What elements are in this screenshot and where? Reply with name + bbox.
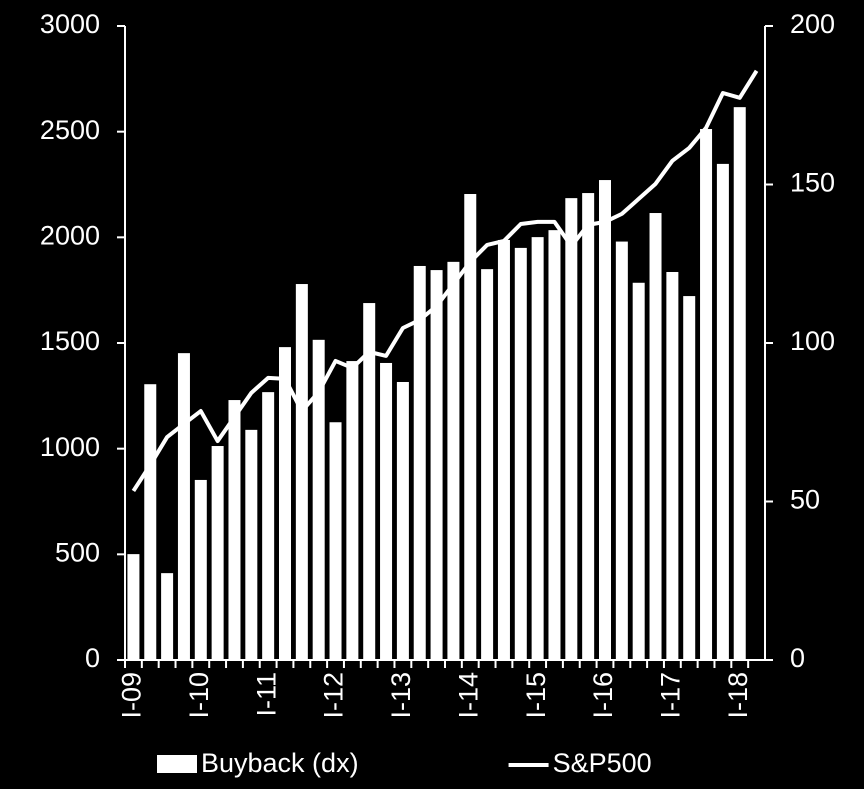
bar xyxy=(161,573,174,660)
bar xyxy=(599,180,611,660)
bar xyxy=(413,265,426,660)
bar xyxy=(177,353,190,660)
bar xyxy=(194,479,207,660)
legend-label: Buyback (dx) xyxy=(201,748,359,778)
bar xyxy=(632,282,645,660)
y-tick-label: 500 xyxy=(55,537,100,567)
y-tick-label: 3000 xyxy=(40,9,100,39)
bar xyxy=(430,270,443,660)
bar xyxy=(211,446,224,660)
bar xyxy=(565,198,578,661)
bar xyxy=(733,107,746,661)
x-tick-label: I-14 xyxy=(453,672,483,719)
bar xyxy=(683,296,696,660)
y2-tick-label: 150 xyxy=(790,168,835,198)
y2-tick-label: 50 xyxy=(790,485,820,515)
bar xyxy=(312,339,325,660)
x-tick-label: I-16 xyxy=(588,672,618,719)
bar xyxy=(346,361,359,660)
bar xyxy=(582,193,595,660)
bar xyxy=(649,213,662,660)
bar xyxy=(279,347,291,660)
bar xyxy=(531,237,544,660)
y-tick-label: 1500 xyxy=(40,326,100,356)
bar xyxy=(329,422,342,660)
x-tick-label: I-18 xyxy=(723,672,753,719)
bar xyxy=(295,284,308,660)
y-tick-label: 1000 xyxy=(40,432,100,462)
y2-tick-label: 200 xyxy=(790,9,835,39)
y2-tick-label: 100 xyxy=(790,326,835,356)
legend-label: S&P500 xyxy=(553,748,652,778)
bar xyxy=(716,163,729,660)
bar xyxy=(228,400,241,660)
x-tick-label: I-11 xyxy=(251,672,281,717)
bar xyxy=(144,384,157,660)
bar xyxy=(497,239,510,660)
bar xyxy=(615,241,628,660)
bar xyxy=(700,129,713,660)
y-tick-label: 2500 xyxy=(40,115,100,145)
y-tick-label: 2000 xyxy=(40,220,100,250)
bar xyxy=(127,554,140,660)
bar xyxy=(666,271,679,660)
x-tick-label: I-13 xyxy=(386,672,416,719)
bar xyxy=(396,381,409,660)
x-tick-label: I-17 xyxy=(655,672,685,719)
legend-swatch xyxy=(157,755,197,773)
x-tick-label: I-09 xyxy=(117,672,147,719)
bar xyxy=(380,362,393,660)
bar xyxy=(481,269,494,660)
bar xyxy=(514,247,527,660)
bar xyxy=(464,194,477,660)
bar xyxy=(548,230,561,660)
y2-tick-label: 0 xyxy=(790,643,805,673)
x-tick-label: I-12 xyxy=(319,672,349,719)
bar xyxy=(363,303,376,660)
bar xyxy=(447,261,460,660)
bar xyxy=(245,429,258,660)
x-tick-label: I-10 xyxy=(184,672,214,719)
bar xyxy=(262,392,275,660)
line xyxy=(131,69,759,493)
y-tick-label: 0 xyxy=(85,643,100,673)
x-tick-label: I-15 xyxy=(521,672,551,719)
